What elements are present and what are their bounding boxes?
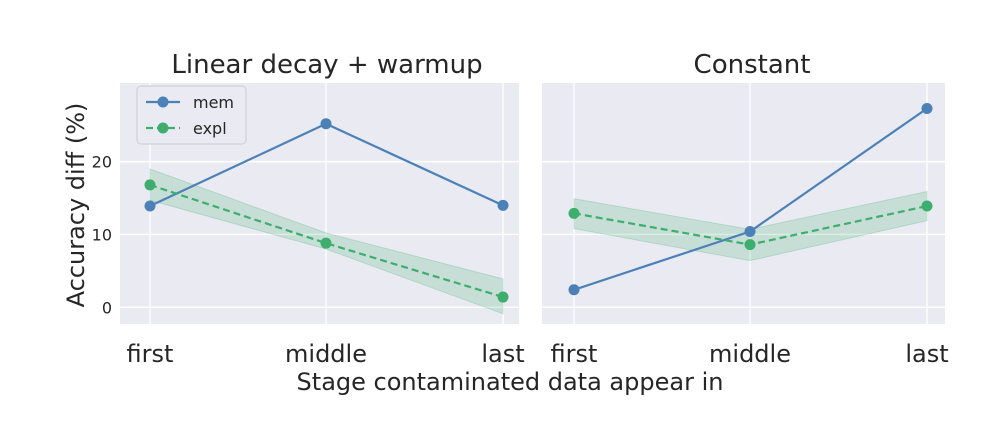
data-point-expl-last: [497, 291, 509, 303]
y-axis-label: Accuracy diff (%): [62, 103, 90, 308]
y-tick-label-0: 0: [102, 298, 112, 317]
legend: mem expl: [136, 85, 247, 145]
x-tick-label-middle: middle: [709, 340, 791, 368]
x-tick-labels: first middle last first middle last: [127, 340, 949, 368]
panel-1-series: [144, 118, 509, 303]
y-tick-label-10: 10: [92, 225, 112, 244]
data-point-mem-middle: [744, 226, 756, 238]
x-tick-label-first: first: [127, 340, 174, 368]
legend-mem-marker: [157, 96, 169, 108]
data-point-expl-last: [921, 200, 933, 212]
panel-1-y-tick-labels: 0 10 20: [92, 153, 112, 318]
data-point-mem-middle: [320, 118, 332, 130]
data-point-expl-middle: [744, 239, 756, 251]
data-point-mem-first: [568, 284, 580, 296]
data-point-mem-last: [497, 199, 509, 211]
panel-linear-decay: 0 10 20 Linear decay + warmup: [92, 50, 519, 324]
data-point-expl-first: [568, 207, 580, 219]
legend-expl-label: expl: [193, 119, 227, 138]
x-tick-label-middle: middle: [285, 340, 367, 368]
legend-expl-marker: [157, 122, 169, 134]
x-tick-label-last: last: [481, 340, 524, 368]
x-axis-label: Stage contaminated data appear in: [297, 368, 724, 396]
x-tick-label-first: first: [551, 340, 598, 368]
data-point-expl-first: [144, 179, 156, 191]
x-tick-label-last: last: [905, 340, 948, 368]
panel-2-series: [568, 102, 933, 296]
y-tick-label-20: 20: [92, 153, 112, 172]
panel-1-title: Linear decay + warmup: [171, 50, 482, 80]
data-point-mem-last: [921, 102, 933, 114]
data-point-expl-middle: [320, 237, 332, 249]
data-point-mem-first: [144, 200, 156, 212]
legend-mem-label: mem: [193, 93, 234, 112]
panel-2-title: Constant: [694, 50, 811, 80]
panel-constant: Constant: [542, 50, 945, 324]
panel-2-background: [542, 83, 945, 324]
series-line-expl: [149, 183, 504, 299]
